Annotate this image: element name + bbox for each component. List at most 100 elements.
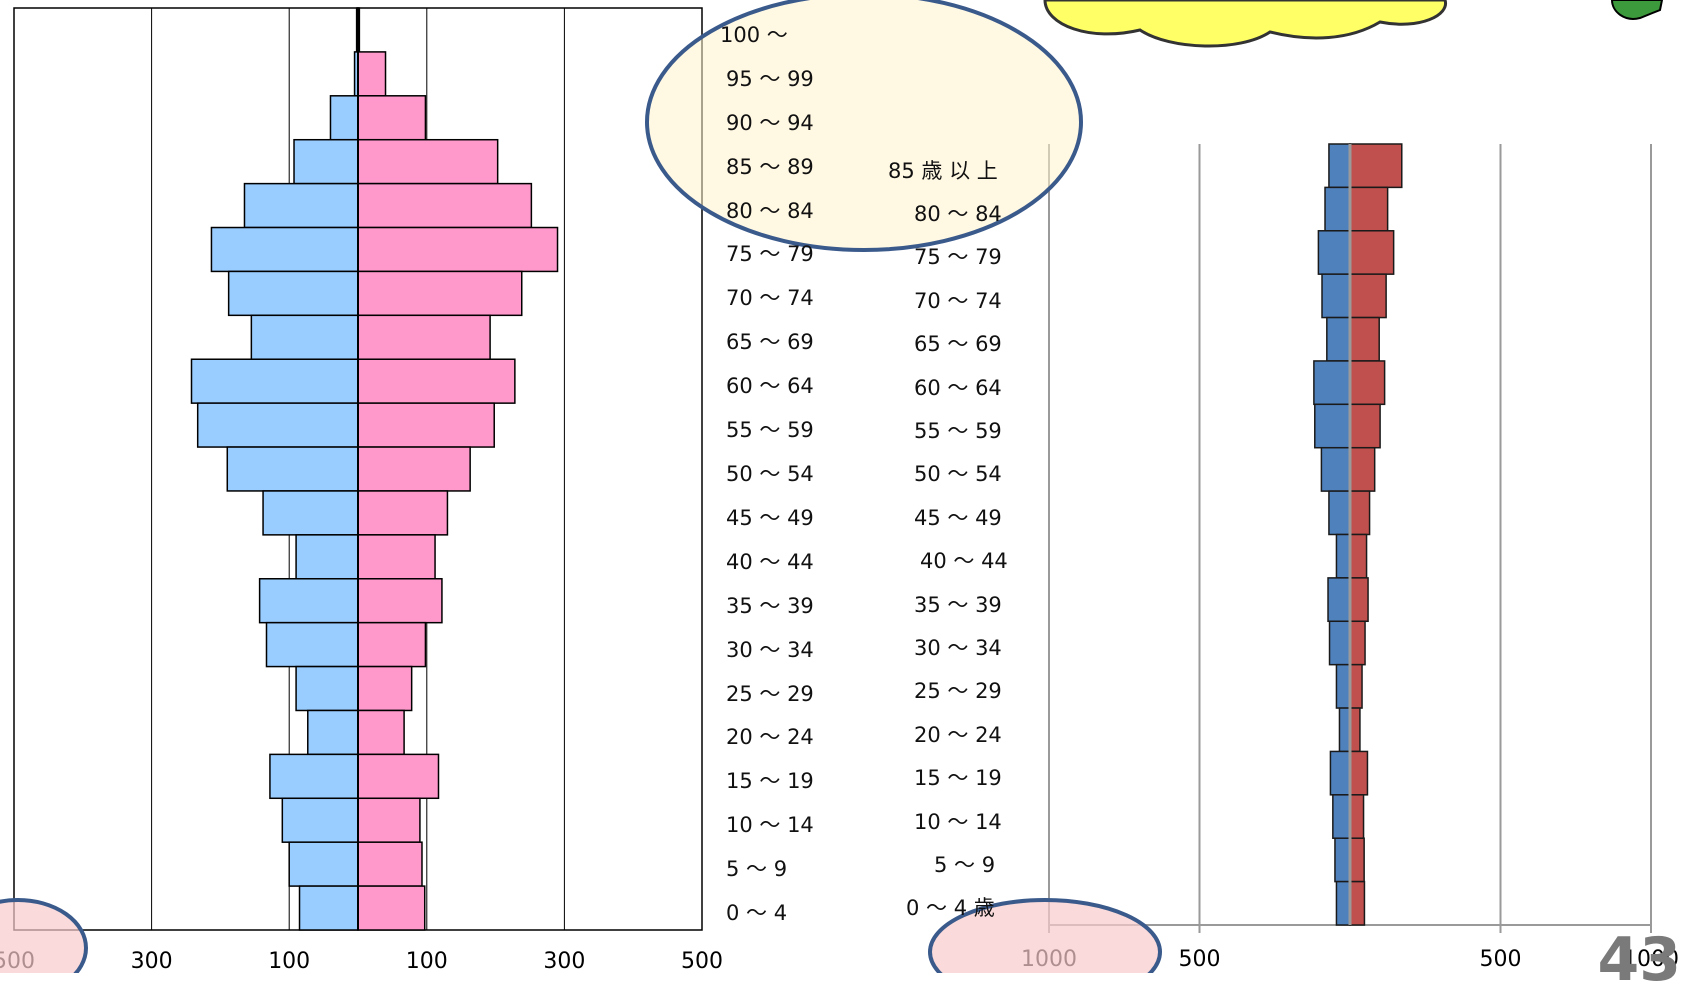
left-age-label: 5 ～ 9 [726,857,788,882]
left-age-label: 15 ～ 19 [726,769,814,794]
right-age-label: 55 ～ 59 [914,419,1002,444]
right-bar-female [1349,143,1403,189]
left-age-label: 30 ～ 34 [726,637,814,662]
left-bar-female [357,534,436,580]
left-bar-male [329,95,359,141]
right-bar-male [1334,837,1351,883]
left-bar-female [357,490,449,536]
left-bar-female [357,753,440,800]
left-age-label: 10 ～ 14 [726,813,814,838]
right-age-label: 10 ～ 14 [914,809,1002,834]
left-x-tick-label: 300 [543,949,585,973]
left-bar-male [258,578,359,624]
left-bar-female [357,797,421,843]
left-bar-male [226,446,359,492]
left-age-label: 50 ～ 54 [726,462,814,486]
left-bar-male [243,182,359,229]
left-bar-male [190,358,359,404]
left-bar-female [357,270,523,317]
left-bar-female [357,841,423,887]
left-bar-male [307,709,359,756]
left-age-label: 70 ～ 74 [726,286,814,311]
left-bar-female [357,621,427,668]
right-bar-male [1314,403,1351,449]
left-bar-male [298,885,359,931]
left-age-label: 35 ～ 39 [726,593,814,618]
right-bar-female [1349,880,1366,926]
right-bar-male [1332,794,1351,839]
right-age-label: 65 ～ 69 [914,332,1002,357]
left-age-label: 55 ～ 59 [726,418,814,443]
highlight-oval-right-axis [928,898,1162,973]
left-bar-male [295,534,359,580]
left-age-label: 90 ～ 94 [726,110,814,135]
right-bar-male [1321,273,1351,319]
left-age-label: 40 ～ 44 [726,549,814,574]
left-x-tick-label: 300 [131,949,173,973]
right-age-label: 50 ～ 54 [914,462,1002,487]
left-bar-male [288,841,359,887]
right-bar-female [1349,316,1380,362]
left-bar-female [357,578,443,624]
left-bar-female [357,402,495,448]
highlight-ellipse-top [645,0,1083,252]
right-age-label: 60 ～ 64 [914,375,1002,400]
right-bar-female [1349,577,1369,623]
left-bar-male [196,402,359,448]
left-bar-female [357,314,491,360]
right-bar-male [1328,143,1351,189]
right-bar-male [1328,620,1351,666]
right-bar-female [1349,620,1366,666]
right-bar-female [1349,490,1371,536]
right-x-tick-label: 1000 [1623,947,1679,972]
left-age-label: 25 ～ 29 [726,681,814,706]
right-bar-male [1320,446,1351,492]
right-age-label: 30 ～ 34 [914,635,1002,660]
right-bar-male [1326,316,1351,362]
left-bar-female [357,95,427,141]
right-bar-male [1335,880,1351,926]
right-bar-female [1349,663,1363,709]
left-bar-male [281,797,359,843]
left-bar-female [357,885,426,931]
right-bar-female [1349,230,1395,275]
right-bar-male [1329,750,1351,796]
right-bar-female [1349,360,1386,406]
left-age-label: 100 ～ [720,22,788,47]
left-age-label: 20 ～ 24 [726,725,814,750]
callout-cloud [1043,0,1447,48]
page-number: 43 [1597,925,1682,995]
right-pyramid-chart: 10005005001000 [1021,143,1679,972]
left-bar-female [357,51,387,97]
right-age-label: 15 ～ 19 [914,766,1002,791]
left-bar-female [357,182,533,229]
left-bar-male [265,621,359,668]
left-x-tick-label: 100 [406,949,448,973]
right-age-label: 70 ～ 74 [914,288,1002,313]
left-bar-female [357,446,471,492]
right-bar-female [1349,750,1369,796]
right-age-label: 25 ～ 29 [914,679,1002,704]
left-age-label: 65 ～ 69 [726,330,814,355]
left-age-label: 60 ～ 64 [726,374,814,399]
right-bar-male [1328,490,1351,536]
right-bar-female [1349,186,1389,232]
right-x-tick-label: 500 [1179,947,1221,972]
left-bar-female [357,358,516,404]
right-age-label: 35 ～ 39 [914,592,1002,617]
population-pyramids: 500300100100300500 10005005001000 [0,0,1679,973]
left-pyramid-chart: 500300100100300500 [0,7,723,973]
left-bar-female [357,665,413,712]
left-age-label: 75 ～ 79 [726,242,814,267]
left-bar-female [357,226,559,273]
left-bar-male [269,753,359,800]
right-bar-male [1327,577,1351,623]
left-bar-female [357,138,499,185]
right-age-label: 5 ～ 9 [934,852,996,877]
right-age-label: 20 ～ 24 [914,722,1002,747]
right-bar-female [1349,794,1365,839]
highlight-overlays [0,0,1162,973]
left-x-tick-label: 500 [681,949,723,973]
left-x-tick-label: 100 [268,949,310,973]
